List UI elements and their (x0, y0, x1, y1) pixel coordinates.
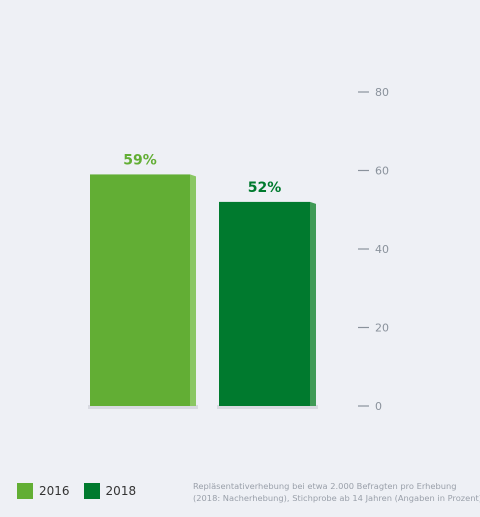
legend-item-2018: 2018 (83, 483, 137, 499)
y-tick-label: 0 (375, 400, 382, 413)
y-tick-label: 80 (375, 86, 389, 99)
legend-swatch-2016 (17, 483, 33, 499)
legend-label-2018: 2018 (105, 484, 137, 498)
footnote: Repläsentativerhebung bei etwa 2.000 Bef… (193, 480, 480, 504)
y-tick-label: 20 (375, 322, 389, 335)
legend: 2016 2018 (17, 483, 150, 499)
footnote-line-2: (2018: Nacherhebung), Stichprobe ab 14 J… (193, 493, 480, 503)
bar-side-2016 (190, 174, 196, 406)
bar-shadow (88, 405, 198, 409)
y-tick-label: 60 (375, 165, 389, 178)
footnote-line-1: Repläsentativerhebung bei etwa 2.000 Bef… (193, 481, 457, 491)
bar-side-2018 (310, 201, 316, 406)
bar-shadow (217, 405, 318, 409)
bar-2016 (90, 174, 190, 406)
value-label-2016: 59% (123, 152, 157, 168)
legend-label-2016: 2016 (39, 484, 70, 498)
y-tick-label: 40 (375, 243, 389, 256)
legend-item-2016: 2016 (17, 483, 70, 499)
bar-2018 (219, 201, 310, 406)
value-label-2018: 52% (248, 180, 282, 196)
legend-swatch-2018 (83, 483, 100, 499)
